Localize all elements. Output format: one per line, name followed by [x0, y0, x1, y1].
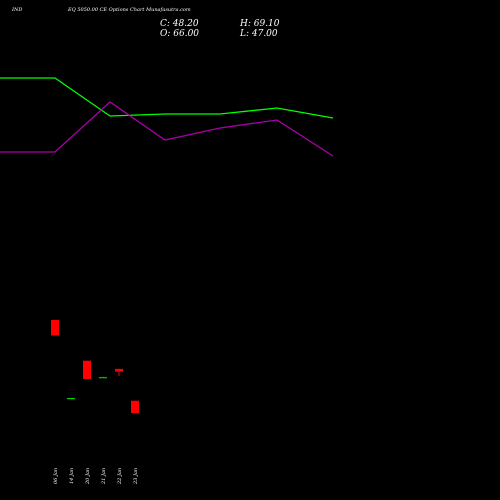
close-value: C: 48.20: [160, 19, 199, 29]
x-tick-label: 21 Jan: [101, 468, 107, 485]
low-value: L: 47.00: [240, 29, 278, 39]
x-tick-label: 23 Jan: [133, 468, 139, 485]
candle-body: [83, 360, 91, 379]
chart-subtitle: EQ 5050.00 CE Options Chart Munafasutra.…: [68, 7, 191, 13]
high-value: H: 69.10: [240, 19, 280, 29]
candle: [51, 320, 59, 336]
candle: [99, 376, 107, 379]
x-tick-label: 22 Jan: [117, 468, 123, 485]
candle-body: [99, 377, 107, 379]
candle-body: [115, 368, 123, 372]
series-line-0: [0, 77, 334, 119]
x-tick-label: 06 Jan: [53, 468, 59, 484]
candle: [131, 400, 139, 414]
x-tick-label: 14 Jan: [69, 468, 75, 484]
candle-body: [51, 320, 59, 336]
open-value: O: 66.00: [160, 29, 200, 39]
series-line-1: [0, 101, 334, 157]
ticker-label: IND: [12, 7, 23, 13]
x-tick-label: 20 Jan: [85, 468, 91, 485]
candle-body: [131, 400, 139, 414]
candle: [83, 360, 91, 379]
candle-body: [67, 398, 75, 400]
candle: [67, 398, 75, 400]
candle: [115, 368, 123, 376]
